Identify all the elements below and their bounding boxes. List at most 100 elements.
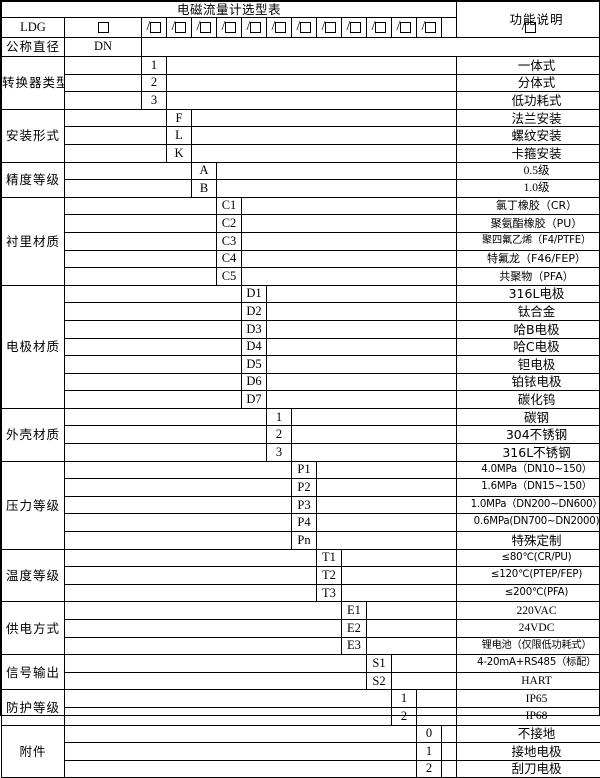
option-code[interactable]: P2 [292, 479, 317, 497]
option-code[interactable]: 1 [417, 743, 442, 761]
option-code[interactable]: Pn [292, 532, 317, 550]
option-code[interactable]: D2 [242, 303, 267, 321]
option-code[interactable]: 2 [267, 426, 292, 444]
option-code[interactable]: 2 [392, 707, 417, 725]
blank-area [65, 444, 267, 462]
model-box-slot[interactable]: / [342, 18, 367, 38]
blank-area [65, 725, 417, 743]
blank-area [192, 109, 457, 127]
model-box-slot[interactable]: / [292, 18, 317, 38]
option-code[interactable]: C5 [217, 268, 242, 286]
option-code[interactable]: D5 [242, 356, 267, 374]
option-code[interactable]: A [192, 162, 217, 180]
code-box-glyph [98, 22, 109, 33]
option-code[interactable]: D6 [242, 373, 267, 391]
option-code[interactable]: E3 [342, 637, 367, 655]
group-label: 温度等级 [2, 549, 65, 602]
option-code[interactable]: T2 [317, 567, 342, 585]
group-label: 电极材质 [2, 285, 65, 408]
blank-area [65, 74, 142, 92]
option-code[interactable]: S1 [367, 655, 392, 673]
option-description: 4-20mA+RS485（标配） [457, 655, 600, 673]
model-box-slot[interactable]: / [267, 18, 292, 38]
model-box-slot[interactable]: / [442, 18, 600, 38]
slash-glyph: / [197, 21, 201, 32]
option-code[interactable]: C1 [217, 197, 242, 215]
option-code[interactable]: 1 [267, 408, 292, 426]
group-label: 转换器类型 [2, 57, 65, 110]
option-description: 1.0级 [457, 180, 600, 198]
option-code[interactable]: 3 [142, 92, 167, 110]
option-code[interactable]: 3 [267, 444, 292, 462]
option-code[interactable]: C2 [217, 215, 242, 233]
option-code[interactable]: T3 [317, 584, 342, 602]
blank-area [65, 760, 417, 778]
title-row: 电磁流量计选型表功能说明 [2, 2, 600, 18]
option-description: ≤200℃(PFA) [457, 584, 600, 602]
blank-area [417, 707, 457, 725]
option-code[interactable]: B [192, 180, 217, 198]
model-box-slot[interactable]: / [367, 18, 392, 38]
blank-area [65, 268, 217, 286]
option-code[interactable]: 1 [392, 690, 417, 708]
code-box-glyph [200, 22, 211, 33]
option-code[interactable]: E2 [342, 620, 367, 638]
model-box-slot[interactable]: / [317, 18, 342, 38]
option-code[interactable]: S2 [367, 672, 392, 690]
option-code[interactable]: 0 [417, 725, 442, 743]
model-box-slot[interactable]: / [392, 18, 417, 38]
option-description: 碳钢 [457, 408, 600, 426]
blank-area [342, 567, 457, 585]
model-box-slot[interactable]: / [417, 18, 442, 38]
model-box-slot[interactable]: / [142, 18, 167, 38]
option-code[interactable]: F [167, 109, 192, 127]
option-code[interactable]: 2 [417, 760, 442, 778]
model-box-slot[interactable]: / [192, 18, 217, 38]
model-box-slot[interactable]: / [242, 18, 267, 38]
blank-area [317, 532, 457, 550]
option-code[interactable]: D4 [242, 338, 267, 356]
option-code[interactable]: T1 [317, 549, 342, 567]
option-code[interactable]: P3 [292, 496, 317, 514]
blank-area [65, 92, 142, 110]
blank-area [292, 444, 457, 462]
option-code[interactable]: P1 [292, 461, 317, 479]
slash-glyph: / [322, 21, 326, 32]
option-description: 不接地 [457, 725, 600, 743]
blank-area [267, 303, 457, 321]
blank-area [65, 584, 317, 602]
blank-area [267, 285, 457, 303]
option-code[interactable]: 2 [142, 74, 167, 92]
blank-area [65, 197, 217, 215]
option-code[interactable]: D1 [242, 285, 267, 303]
option-code[interactable]: D7 [242, 391, 267, 409]
option-code[interactable]: K [167, 144, 192, 162]
option-code[interactable]: 1 [142, 57, 167, 75]
model-box-first[interactable] [65, 18, 142, 38]
option-code[interactable]: D3 [242, 320, 267, 338]
option-code[interactable]: P4 [292, 514, 317, 532]
blank-area [65, 620, 342, 638]
code-box-glyph [525, 22, 536, 33]
option-code[interactable]: C4 [217, 250, 242, 268]
blank-area [65, 144, 167, 162]
model-box-slot[interactable]: / [217, 18, 242, 38]
code-box-glyph [425, 22, 436, 33]
model-box-slot[interactable]: / [167, 18, 192, 38]
option-code[interactable]: C3 [217, 232, 242, 250]
blank-area [65, 743, 417, 761]
option-code[interactable]: L [167, 127, 192, 145]
option-code[interactable]: E1 [342, 602, 367, 620]
